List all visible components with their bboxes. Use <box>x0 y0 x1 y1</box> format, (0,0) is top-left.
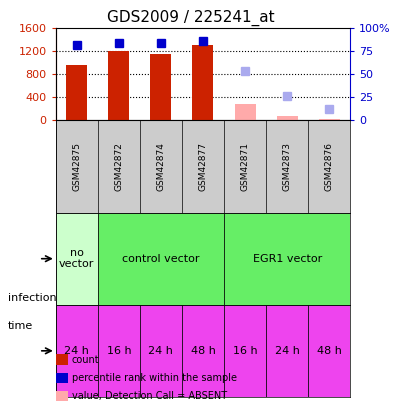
Text: 48 h: 48 h <box>191 346 215 356</box>
FancyBboxPatch shape <box>224 305 266 397</box>
FancyBboxPatch shape <box>140 305 182 397</box>
Text: GSM42877: GSM42877 <box>199 142 207 191</box>
Text: value, Detection Call = ABSENT: value, Detection Call = ABSENT <box>72 391 227 401</box>
Text: GSM42873: GSM42873 <box>283 142 292 191</box>
Text: 24 h: 24 h <box>148 346 174 356</box>
Text: 48 h: 48 h <box>317 346 341 356</box>
FancyBboxPatch shape <box>308 305 350 397</box>
Text: GSM42872: GSM42872 <box>114 142 123 191</box>
Bar <box>319 119 340 121</box>
FancyBboxPatch shape <box>224 213 350 305</box>
FancyBboxPatch shape <box>182 305 224 397</box>
Text: GSM42875: GSM42875 <box>72 142 81 191</box>
Text: control vector: control vector <box>122 254 200 264</box>
Text: infection: infection <box>8 293 57 303</box>
Bar <box>234 104 256 121</box>
Text: GSM42871: GSM42871 <box>240 142 250 191</box>
FancyBboxPatch shape <box>56 305 98 397</box>
Text: 16 h: 16 h <box>233 346 258 356</box>
Text: GDS2009 / 225241_at: GDS2009 / 225241_at <box>107 10 275 26</box>
Bar <box>193 45 213 121</box>
Text: count: count <box>72 355 99 364</box>
Text: GSM42874: GSM42874 <box>156 142 166 191</box>
Bar <box>66 65 87 121</box>
Text: GSM42876: GSM42876 <box>325 142 334 191</box>
Text: time: time <box>8 321 33 331</box>
Text: percentile rank within the sample: percentile rank within the sample <box>72 373 237 383</box>
Text: EGR1 vector: EGR1 vector <box>252 254 322 264</box>
Text: 16 h: 16 h <box>107 346 131 356</box>
FancyBboxPatch shape <box>266 305 308 397</box>
Text: 24 h: 24 h <box>275 346 300 356</box>
Bar <box>277 117 298 121</box>
FancyBboxPatch shape <box>98 213 224 305</box>
Text: 24 h: 24 h <box>64 346 89 356</box>
Bar <box>150 54 172 121</box>
FancyBboxPatch shape <box>98 305 140 397</box>
Bar <box>108 51 129 121</box>
FancyBboxPatch shape <box>56 213 98 305</box>
Text: no
vector: no vector <box>59 248 94 269</box>
